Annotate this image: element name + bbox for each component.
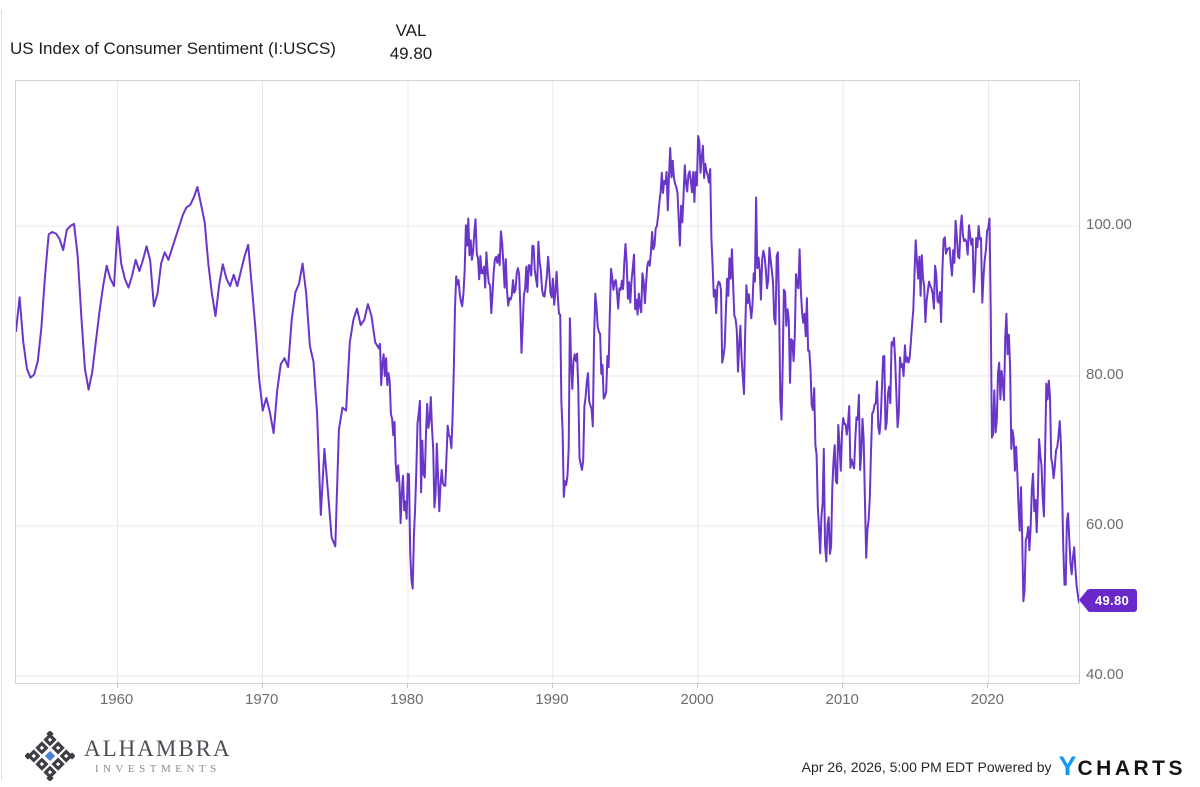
x-axis-label: 2020 bbox=[970, 691, 1004, 708]
y-axis-label: 100.00 bbox=[1086, 216, 1132, 234]
ycharts-logo: Y CHARTS bbox=[1058, 753, 1186, 781]
y-axis-label: 40.00 bbox=[1086, 666, 1124, 684]
sentiment-series-line bbox=[16, 135, 1079, 604]
sentiment-line-chart bbox=[16, 81, 1079, 683]
x-axis-label: 1960 bbox=[99, 691, 134, 708]
x-axis-tick bbox=[261, 683, 263, 688]
x-axis-label: 1980 bbox=[390, 691, 424, 708]
badge-value: 49.80 bbox=[1087, 588, 1138, 612]
x-axis-tick bbox=[116, 683, 118, 688]
plot-area bbox=[15, 80, 1080, 684]
badge-arrow-icon bbox=[1079, 589, 1088, 612]
current-value: 49.80 bbox=[389, 44, 433, 63]
ycharts-y-icon: Y bbox=[1058, 751, 1077, 781]
y-axis-label: 60.00 bbox=[1086, 516, 1124, 534]
y-axis-label: 80.00 bbox=[1086, 366, 1124, 384]
x-axis-tick bbox=[551, 683, 553, 688]
x-axis-label: 1970 bbox=[245, 691, 279, 708]
powered-by-label: Powered by bbox=[977, 759, 1052, 775]
x-axis-tick bbox=[406, 683, 408, 688]
x-axis-tick bbox=[842, 683, 844, 688]
alhambra-wordmark: ALHAMBRA INVESTMENTS bbox=[84, 736, 232, 776]
x-axis-tick bbox=[987, 683, 989, 688]
x-axis-label: 2010 bbox=[825, 691, 859, 708]
x-axis-label: 2000 bbox=[680, 691, 714, 708]
alhambra-diamond-icon bbox=[25, 731, 75, 781]
alhambra-name: ALHAMBRA bbox=[84, 736, 232, 761]
alhambra-subtitle: INVESTMENTS bbox=[94, 763, 221, 775]
value-column-header: VAL bbox=[395, 21, 427, 40]
widget-left-border bbox=[1, 10, 2, 780]
timestamp: Apr 26, 2026, 5:00 PM EDT bbox=[801, 759, 974, 775]
alhambra-logo: ALHAMBRA INVESTMENTS bbox=[25, 731, 232, 781]
x-axis-label: 1990 bbox=[535, 691, 569, 708]
attribution: Apr 26, 2026, 5:00 PM EDT Powered by Y C… bbox=[802, 753, 1186, 781]
ycharts-wordmark: CHARTS bbox=[1077, 757, 1186, 780]
value-column: VAL 49.80 bbox=[378, 21, 444, 64]
chart-title: US Index of Consumer Sentiment (I:USCS) bbox=[10, 39, 336, 58]
latest-value-badge: 49.80 bbox=[1079, 588, 1138, 612]
x-axis-tick bbox=[697, 683, 699, 688]
